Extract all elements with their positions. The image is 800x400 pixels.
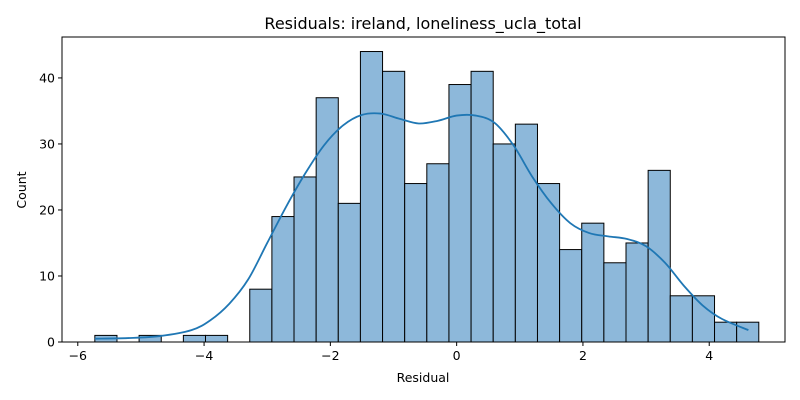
histogram-bar	[536, 183, 561, 343]
y-tick-label: 0	[47, 335, 55, 350]
histogram-bar	[382, 70, 406, 343]
histogram-bar	[492, 143, 516, 343]
chart-title: Residuals: ireland, loneliness_ucla_tota…	[264, 14, 581, 34]
histogram-bar	[470, 70, 494, 343]
x-tick-label: −6	[69, 348, 87, 363]
histogram-bar	[359, 51, 384, 343]
y-axis-ticks: 0 10 20 30 40	[39, 70, 62, 350]
histogram-bar	[691, 295, 716, 343]
histogram-bar	[182, 334, 206, 343]
histogram-bar	[559, 249, 583, 343]
histogram-bar	[404, 183, 428, 343]
histogram-bar	[315, 97, 339, 343]
histogram-bar	[603, 262, 627, 343]
x-tick-label: 0	[453, 348, 461, 363]
histogram-bar	[625, 242, 649, 343]
x-axis-label: Residual	[397, 370, 450, 385]
x-tick-label: 2	[579, 348, 587, 363]
y-tick-label: 30	[39, 136, 55, 151]
histogram-bar	[249, 288, 273, 343]
histogram-bar	[669, 295, 693, 343]
histogram-bar	[736, 321, 760, 343]
x-axis-ticks: −6 −4 −2 0 2 4	[69, 342, 713, 363]
y-axis-label: Count	[14, 171, 29, 208]
histogram-bar	[448, 84, 472, 343]
histogram-bar	[293, 176, 317, 343]
x-tick-label: 4	[705, 348, 713, 363]
histogram-bar	[581, 222, 605, 343]
histogram-bar	[271, 216, 295, 343]
y-tick-label: 20	[39, 202, 55, 217]
y-tick-label: 10	[39, 268, 55, 283]
histogram-bar	[426, 163, 450, 343]
histogram-bars	[94, 51, 760, 343]
histogram-bar	[514, 123, 538, 343]
x-tick-label: −4	[195, 348, 213, 363]
histogram-bar	[714, 321, 738, 343]
plot-frame	[61, 36, 786, 343]
y-tick-label: 40	[39, 70, 55, 85]
kde-curve	[94, 112, 749, 340]
x-tick-label: −2	[321, 348, 339, 363]
histogram-bar	[204, 334, 229, 343]
histogram-bar	[337, 202, 361, 343]
